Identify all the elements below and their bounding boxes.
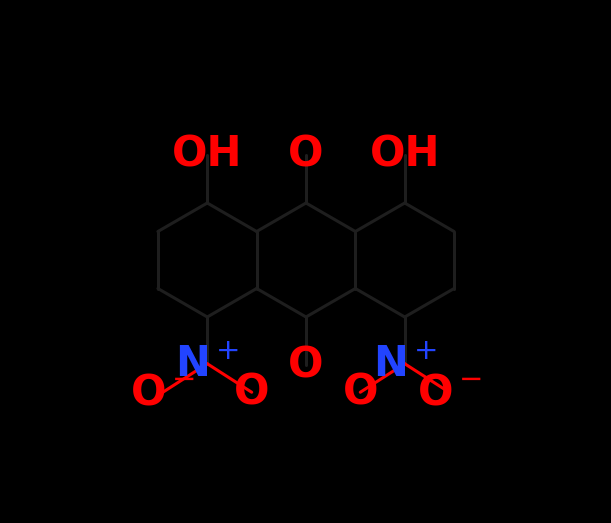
Text: OH: OH	[370, 133, 440, 176]
Text: O: O	[288, 133, 324, 176]
Text: O: O	[288, 345, 324, 386]
Text: O$^-$: O$^-$	[130, 371, 196, 413]
Text: O$^-$: O$^-$	[417, 371, 481, 413]
Text: OH: OH	[172, 133, 243, 176]
Text: O: O	[343, 371, 378, 413]
Text: N$^+$: N$^+$	[373, 343, 437, 385]
Text: O: O	[234, 371, 269, 413]
Text: N$^+$: N$^+$	[175, 343, 240, 385]
